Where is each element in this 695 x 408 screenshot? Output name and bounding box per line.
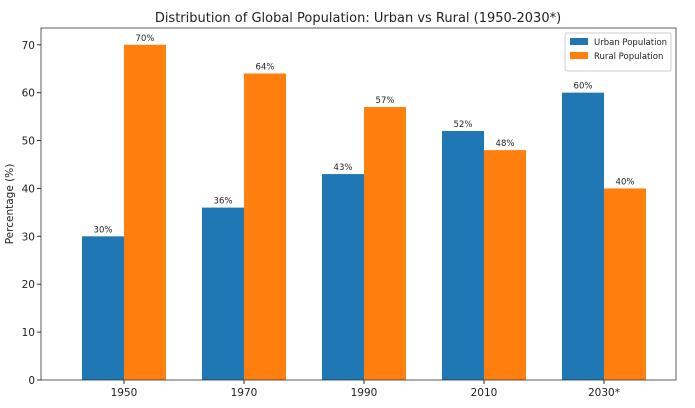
bar-urban-population (82, 236, 124, 380)
y-tick-label: 30 (22, 231, 35, 243)
data-label: 60% (574, 82, 593, 92)
y-tick-label: 70 (22, 40, 35, 52)
data-label: 40% (616, 177, 635, 187)
bar-rural-population (364, 107, 406, 380)
legend: Urban Population Rural Population (564, 32, 672, 72)
data-label: 70% (136, 34, 155, 44)
legend-box (564, 32, 672, 72)
chart-title: Distribution of Global Population: Urban… (155, 11, 561, 26)
y-tick-label: 40 (22, 183, 35, 195)
legend-label: Urban Population (594, 38, 667, 48)
y-tick-label: 0 (28, 375, 35, 387)
bar-rural-population (244, 73, 286, 381)
bar-rural-population (604, 188, 646, 380)
x-tick-label: 1950 (111, 387, 138, 399)
data-label: 48% (496, 139, 515, 149)
bar-urban-population (202, 207, 244, 380)
x-tick-label: 2030* (588, 387, 620, 399)
legend-label: Rural Population (594, 52, 663, 62)
legend-swatch (570, 52, 588, 59)
bar-rural-population (484, 150, 526, 380)
x-tick-label: 1990 (351, 387, 378, 399)
x-tick-label: 2010 (471, 387, 498, 399)
data-label: 64% (256, 62, 275, 72)
y-tick-label: 10 (22, 327, 35, 339)
data-label: 36% (214, 197, 233, 207)
y-tick-label: 20 (22, 279, 35, 291)
y-axis-label: Percentage (%) (4, 164, 16, 245)
plot-frame (40, 27, 677, 381)
bar-rural-population (124, 44, 166, 381)
bar-urban-population (562, 92, 604, 380)
x-tick-label: 1970 (231, 387, 258, 399)
bar-urban-population (442, 130, 484, 380)
bar-urban-population (322, 174, 364, 380)
y-tick-label: 50 (22, 136, 35, 148)
data-label: 30% (94, 225, 113, 235)
data-label: 43% (334, 163, 353, 173)
y-tick-label: 60 (22, 88, 35, 100)
data-label: 57% (376, 96, 395, 106)
data-label: 52% (454, 120, 473, 130)
legend-swatch (570, 38, 588, 45)
